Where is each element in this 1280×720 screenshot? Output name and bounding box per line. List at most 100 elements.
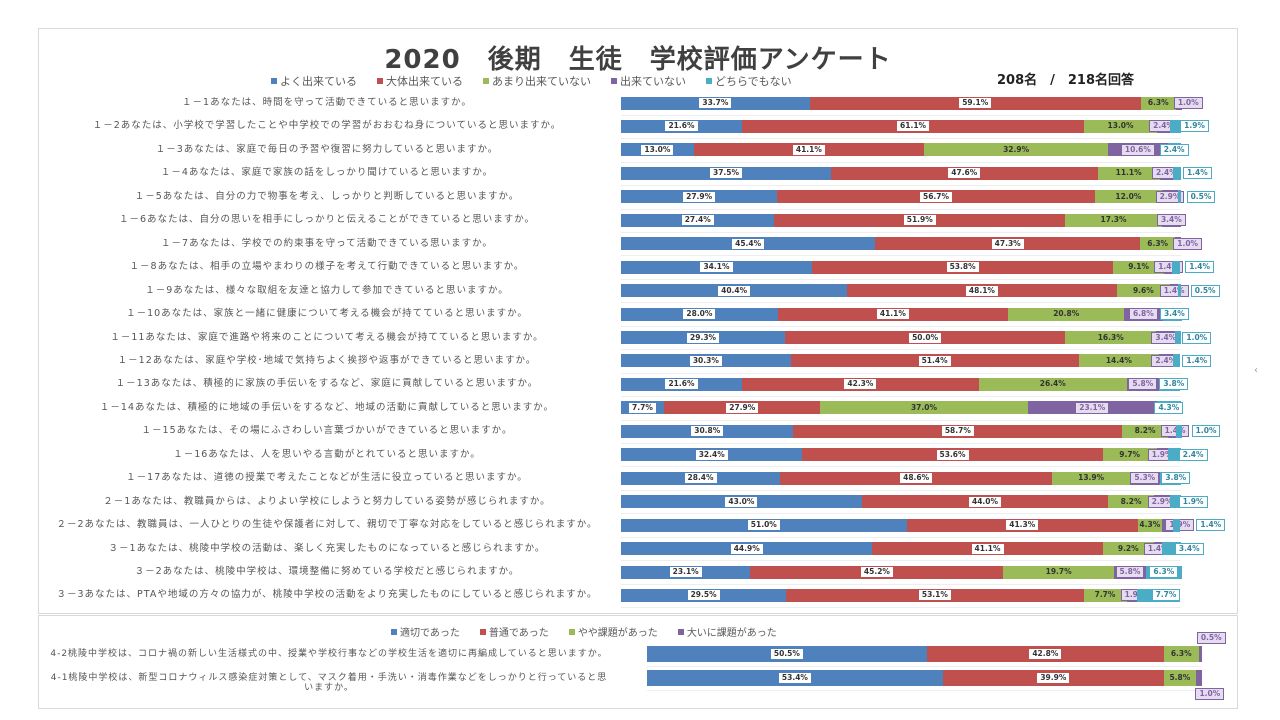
data-label: 43.0% xyxy=(725,496,758,507)
gridline xyxy=(647,690,1201,691)
data-label: 6.3% xyxy=(1170,649,1192,658)
data-label: 48.1% xyxy=(965,285,998,296)
data-label: 16.3% xyxy=(1097,332,1124,342)
data-label: 13.0% xyxy=(641,144,674,155)
bar-segment xyxy=(1108,495,1155,509)
bar-segment xyxy=(1137,518,1162,532)
gridline xyxy=(621,583,1181,585)
data-label: 8.2% xyxy=(1120,496,1142,506)
bar-segment xyxy=(1198,646,1202,662)
data-label: 13.9% xyxy=(1078,473,1105,483)
category-label: １－2あなたは、小学校で学習したことや中学校での学習がおおむね身についていると思… xyxy=(92,120,562,132)
data-label: 2.9% xyxy=(1155,190,1185,203)
data-label: 5.8% xyxy=(1169,673,1191,682)
category-label: 4-1桃陵中学校は、新型コロナウィルス感染症対策として、マスク着用・手洗い・消毒… xyxy=(50,673,608,693)
data-label: 51.4% xyxy=(918,355,951,366)
category-label: １－16あなたは、人を思いやる言動がとれていると思いますか。 xyxy=(173,448,481,460)
data-label: 1.0% xyxy=(1173,237,1203,250)
survey-chart-covid: 適切であった 普通であった やや課題があった 大いに課題があった 4-2桃陵中学校は、… xyxy=(38,615,1238,709)
data-label: 30.8% xyxy=(691,426,724,437)
gridline xyxy=(621,302,1181,304)
gridline xyxy=(621,208,1181,210)
data-label: 3.4% xyxy=(1156,214,1186,227)
data-label: 3.8% xyxy=(1161,472,1191,485)
bar-segment xyxy=(1172,260,1180,274)
bar-segment xyxy=(1065,331,1157,344)
data-label: 53.1% xyxy=(918,590,951,601)
data-label: 1.9% xyxy=(1178,495,1208,508)
legend-swatch-icon xyxy=(391,628,397,635)
data-label: 7.7% xyxy=(629,402,656,413)
data-label: 4.3% xyxy=(1139,520,1161,530)
data-label: 1.4% xyxy=(1185,261,1215,274)
data-label: 4.3% xyxy=(1154,401,1184,414)
gridline xyxy=(621,349,1181,351)
legend-item: 出来ていない xyxy=(611,73,686,89)
gridline xyxy=(621,536,1181,538)
bar-segment xyxy=(1178,284,1181,298)
category-label: １－13あなたは、積極的に家族の手伝いをするなど、家庭に貢献していると思いますか… xyxy=(115,378,539,390)
data-label: 3.4% xyxy=(1159,308,1189,321)
bar-segment xyxy=(1003,565,1114,579)
gridline xyxy=(621,513,1181,515)
bar-segment xyxy=(1172,354,1181,368)
data-label: 1.0% xyxy=(1191,425,1221,438)
data-label: 56.7% xyxy=(920,191,953,202)
legend-covid: 適切であった 普通であった やや課題があった 大いに課題があった xyxy=(391,624,777,639)
data-label: 1.0% xyxy=(1182,331,1212,344)
gridline xyxy=(621,278,1181,280)
category-label: １－3あなたは、家庭で毎日の予習や復習に努力していると思いますか。 xyxy=(155,143,499,155)
data-label: 44.9% xyxy=(730,543,763,554)
category-label: １－14あなたは、積極的に地域の手伝いをするなど、地域の活動に貢献していると思い… xyxy=(99,401,555,413)
legend-item: よく出来ている xyxy=(271,73,357,89)
gridline xyxy=(621,255,1181,257)
data-label: 34.1% xyxy=(700,262,733,273)
legend-label: 普通であった xyxy=(488,628,549,639)
data-label: 10.6% xyxy=(1120,143,1155,156)
data-label: 29.3% xyxy=(687,332,720,343)
bar-segment xyxy=(1007,307,1125,321)
legend-label: あまり出来ていない xyxy=(492,75,591,88)
gridline xyxy=(621,560,1181,562)
data-label: 6.8% xyxy=(1128,308,1158,321)
data-label: 40.4% xyxy=(718,285,751,296)
bar-segment xyxy=(1078,354,1160,368)
bar-segment xyxy=(1172,518,1181,532)
data-label: 42.8% xyxy=(1029,649,1062,659)
chart-title: 2020 後期 生徒 学校評価アンケート xyxy=(384,45,892,75)
gridline xyxy=(621,396,1181,398)
data-label: 7.7% xyxy=(1094,590,1116,600)
data-label: 21.6% xyxy=(665,121,698,132)
data-label: 23.1% xyxy=(669,567,702,577)
gridline xyxy=(621,443,1181,445)
data-label: 28.0% xyxy=(683,309,716,320)
legend-label: 大いに課題があった xyxy=(686,628,777,639)
data-label: 8.2% xyxy=(1134,426,1156,436)
category-label: １－8あなたは、相手の立場やまわりの様子を考えて行動できていると思いますか。 xyxy=(129,261,525,273)
data-label: 41.1% xyxy=(792,144,825,155)
data-label: 53.6% xyxy=(936,449,969,460)
bar-segment xyxy=(1140,96,1176,110)
data-label: 0.5% xyxy=(1196,632,1226,644)
bar-segment xyxy=(1116,284,1171,298)
data-label: 17.3% xyxy=(1100,215,1127,225)
legend-label: 適切であった xyxy=(400,628,460,639)
legend-label: やや課題があった xyxy=(577,628,658,639)
legend-item: 適切であった xyxy=(391,624,460,639)
gridline xyxy=(621,466,1181,468)
data-label: 5.8% xyxy=(1128,378,1158,391)
data-label: 32.9% xyxy=(1003,144,1030,154)
gridline xyxy=(621,419,1181,421)
category-label: ３－2あなたは、桃陵中学校は、環境整備に努めている学校だと感じられますか。 xyxy=(134,566,520,577)
data-label: 3.8% xyxy=(1159,378,1189,391)
bar-segment xyxy=(1065,213,1162,227)
bar-segment xyxy=(820,401,1028,415)
data-label: 27.4% xyxy=(681,215,714,226)
gridline xyxy=(621,185,1181,187)
data-label: 29.5% xyxy=(687,590,720,601)
legend-swatch-icon xyxy=(377,78,383,84)
data-label: 51.9% xyxy=(903,215,936,226)
scroll-indicator-icon: ‹ xyxy=(1254,365,1258,376)
bar-segment xyxy=(1094,190,1162,204)
data-label: 19.7% xyxy=(1045,567,1072,576)
